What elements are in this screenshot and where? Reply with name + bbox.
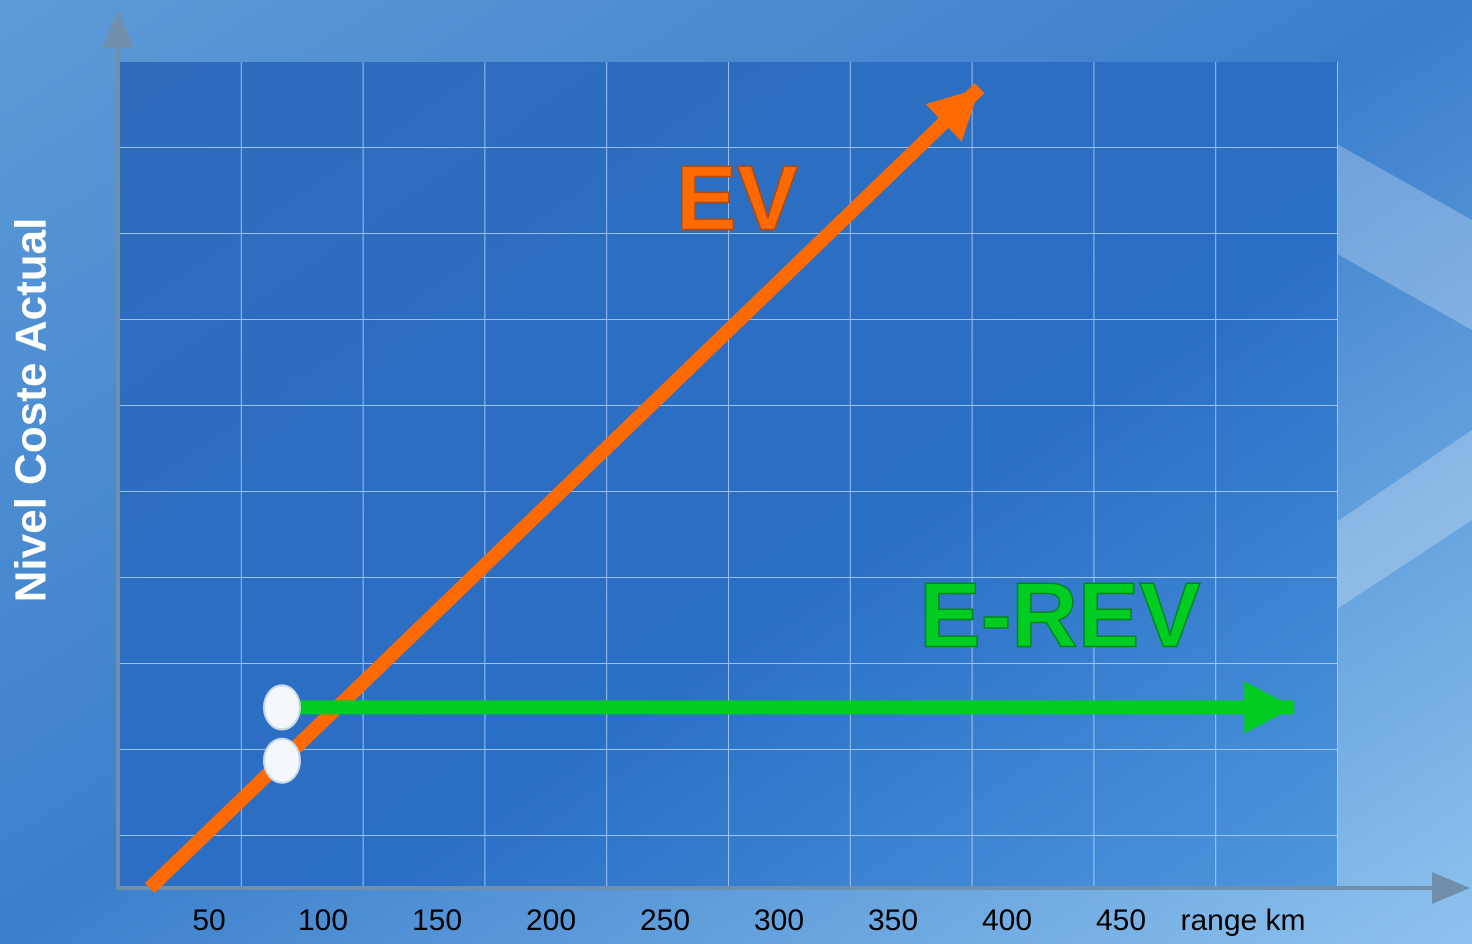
x-tick-label: 350 [868,904,918,937]
point-marker [262,684,301,731]
x-axis-arrow [1432,872,1470,904]
x-tick-label: 300 [754,904,804,937]
axes [102,10,1470,904]
point-marker [262,737,301,784]
decoration [1280,140,1472,640]
x-tick-label: 50 [192,904,225,937]
x-tick-label: 450 [1096,904,1146,937]
series-arrowhead [1244,681,1295,734]
x-tick-label: 150 [412,904,462,937]
y-axis-arrow [102,10,134,48]
series-arrowhead [925,88,980,142]
x-tick-label: 400 [982,904,1032,937]
x-tick-label: 200 [526,904,576,937]
y-axis-label: Nivel Coste Actual [7,218,56,603]
series-label: E-REV [919,564,1200,666]
marks [144,83,1295,894]
grid [120,62,1338,888]
x-tick-label: 100 [298,904,348,937]
series-label: EV [676,147,799,249]
x-axis-label: range km [1180,904,1305,937]
x-tick-label: 250 [640,904,690,937]
